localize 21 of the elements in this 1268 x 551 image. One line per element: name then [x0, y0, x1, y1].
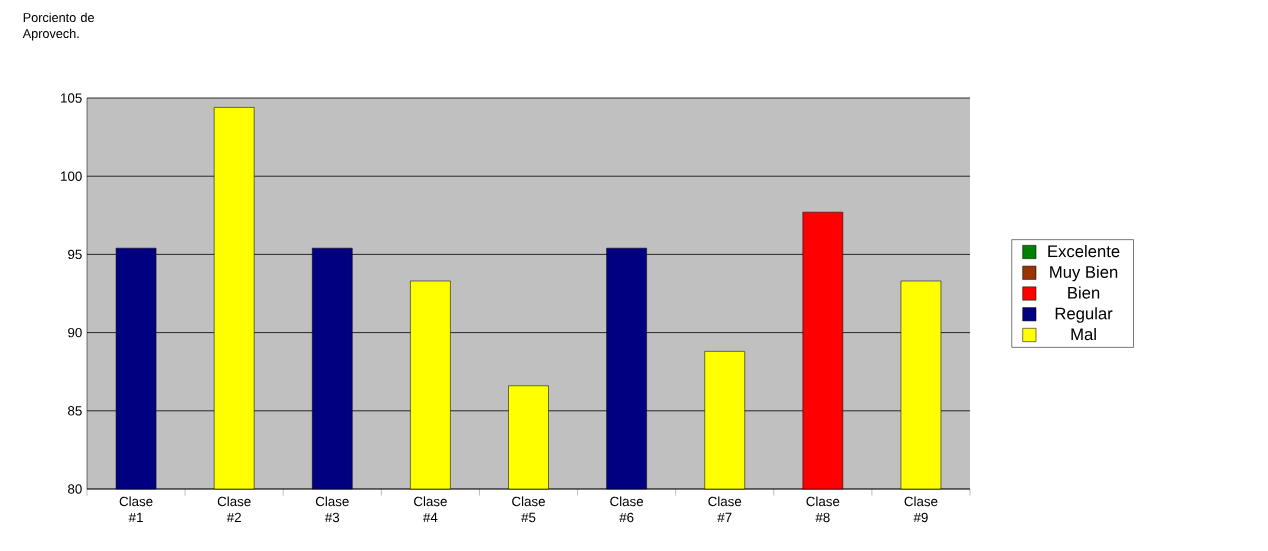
legend-label: Excelente: [1048, 244, 1120, 258]
x-tick-label: Clase #1: [119, 496, 153, 523]
y-tick-label: 95: [68, 249, 82, 260]
x-tick-label: Clase #8: [806, 496, 840, 523]
legend-label: Bien: [1068, 286, 1100, 299]
x-tick-label: Clase #5: [512, 496, 545, 523]
legend-label: Muy Bien: [1050, 265, 1118, 282]
x-tick-label: Clase #6: [610, 496, 644, 523]
x-tick-label: Clase #3: [315, 496, 349, 523]
y-tick-label: 100: [61, 171, 82, 181]
y-axis-title: Porciento de Aprovech.: [22, 12, 94, 41]
y-tick-label: 105: [61, 93, 82, 103]
legend-label: Regular: [1055, 307, 1113, 323]
x-tick-label: Clase #9: [904, 496, 938, 523]
x-tick-label: Clase #2: [217, 496, 251, 523]
y-tick-label: 85: [68, 406, 82, 416]
y-tick-label: 80: [68, 484, 82, 494]
x-tick-label: Clase #7: [708, 496, 742, 523]
legend-label: Mal: [1071, 327, 1096, 341]
y-tick-label: 90: [68, 327, 82, 338]
x-tick-label: Clase #4: [414, 496, 447, 523]
